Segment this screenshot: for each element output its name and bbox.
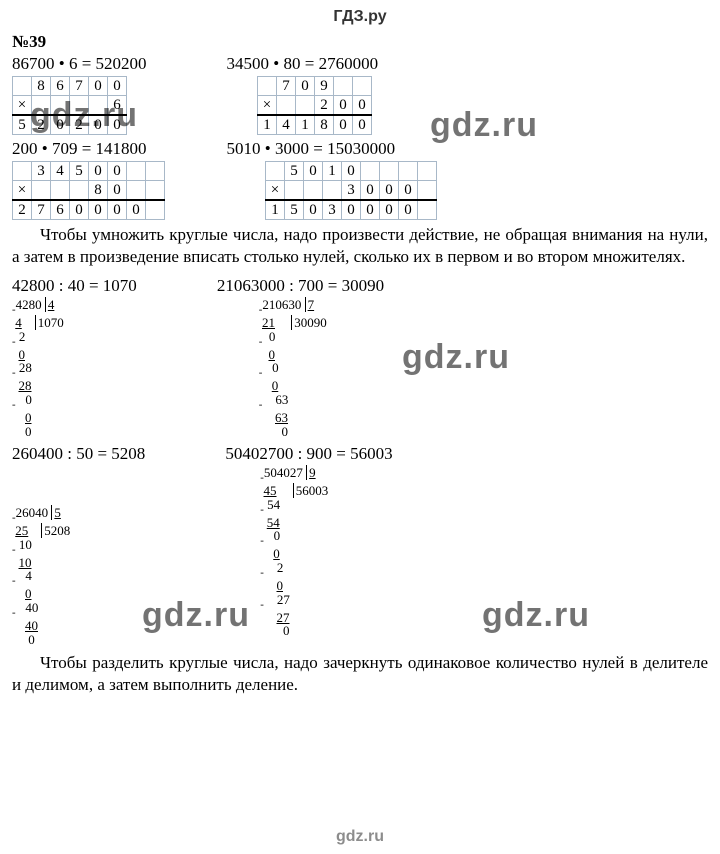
equation-row-1: 86700 • 6 = 520200 34500 • 80 = 2760000 bbox=[12, 54, 708, 74]
equation-2a: 200 • 709 = 141800 bbox=[12, 139, 147, 159]
equation-4a: 260400 : 50 = 5208 bbox=[12, 444, 145, 464]
equation-1b: 34500 • 80 = 2760000 bbox=[227, 54, 379, 74]
long-division-1: -4280 4 4 1070 - 2 0 - 28 28 - 0 0 0 bbox=[12, 298, 64, 438]
equation-row-3: 42800 : 40 = 1070 21063000 : 700 = 30090 bbox=[12, 276, 708, 296]
mult-tables-row-1: 86700×6520200 709×200141800 bbox=[12, 76, 708, 135]
long-division-2: -210630 7 21 30090 - 0 0 - 0 0 - 63 63 0 bbox=[259, 298, 327, 438]
watermark-4: gdz.ru bbox=[142, 596, 250, 635]
paragraph-2: Чтобы разделить круглые числа, надо заче… bbox=[12, 652, 708, 696]
equation-2b: 5010 • 3000 = 15030000 bbox=[227, 139, 396, 159]
footer-watermark: gdz.ru bbox=[0, 828, 720, 846]
long-division-3: -26040 5 25 5208 - 10 10 - 4 0 - 40 40 0 bbox=[12, 506, 70, 646]
equation-1a: 86700 • 6 = 520200 bbox=[12, 54, 147, 74]
watermark-5: gdz.ru bbox=[482, 596, 590, 635]
long-div-row-1: -4280 4 4 1070 - 2 0 - 28 28 - 0 0 0 -21… bbox=[12, 298, 708, 438]
equation-row-2: 200 • 709 = 141800 5010 • 3000 = 1503000… bbox=[12, 139, 708, 159]
mult-table-1: 86700×6520200 bbox=[12, 76, 127, 135]
paragraph-1: Чтобы умножить круглые числа, надо произ… bbox=[12, 224, 708, 268]
problem-number: №39 bbox=[12, 32, 708, 52]
equation-row-4: 260400 : 50 = 5208 50402700 : 900 = 5600… bbox=[12, 444, 708, 464]
page-content: №39 86700 • 6 = 520200 34500 • 80 = 2760… bbox=[0, 26, 720, 696]
equation-3a: 42800 : 40 = 1070 bbox=[12, 276, 137, 296]
equation-4b: 50402700 : 900 = 56003 bbox=[225, 444, 392, 464]
mult-table-4: 5010×300015030000 bbox=[265, 161, 437, 220]
mult-table-3: 34500×802760000 bbox=[12, 161, 165, 220]
watermark-3: gdz.ru bbox=[402, 338, 510, 377]
long-division-4: -504027 9 45 56003 - 54 54 - 0 0 - 2 0 -… bbox=[260, 466, 328, 646]
mult-table-2: 709×200141800 bbox=[257, 76, 372, 135]
long-div-row-2: -26040 5 25 5208 - 10 10 - 4 0 - 40 40 0… bbox=[12, 466, 708, 646]
mult-tables-row-2: 34500×802760000 5010×300015030000 bbox=[12, 161, 708, 220]
site-header: ГДЗ.ру bbox=[0, 0, 720, 26]
equation-3b: 21063000 : 700 = 30090 bbox=[217, 276, 384, 296]
